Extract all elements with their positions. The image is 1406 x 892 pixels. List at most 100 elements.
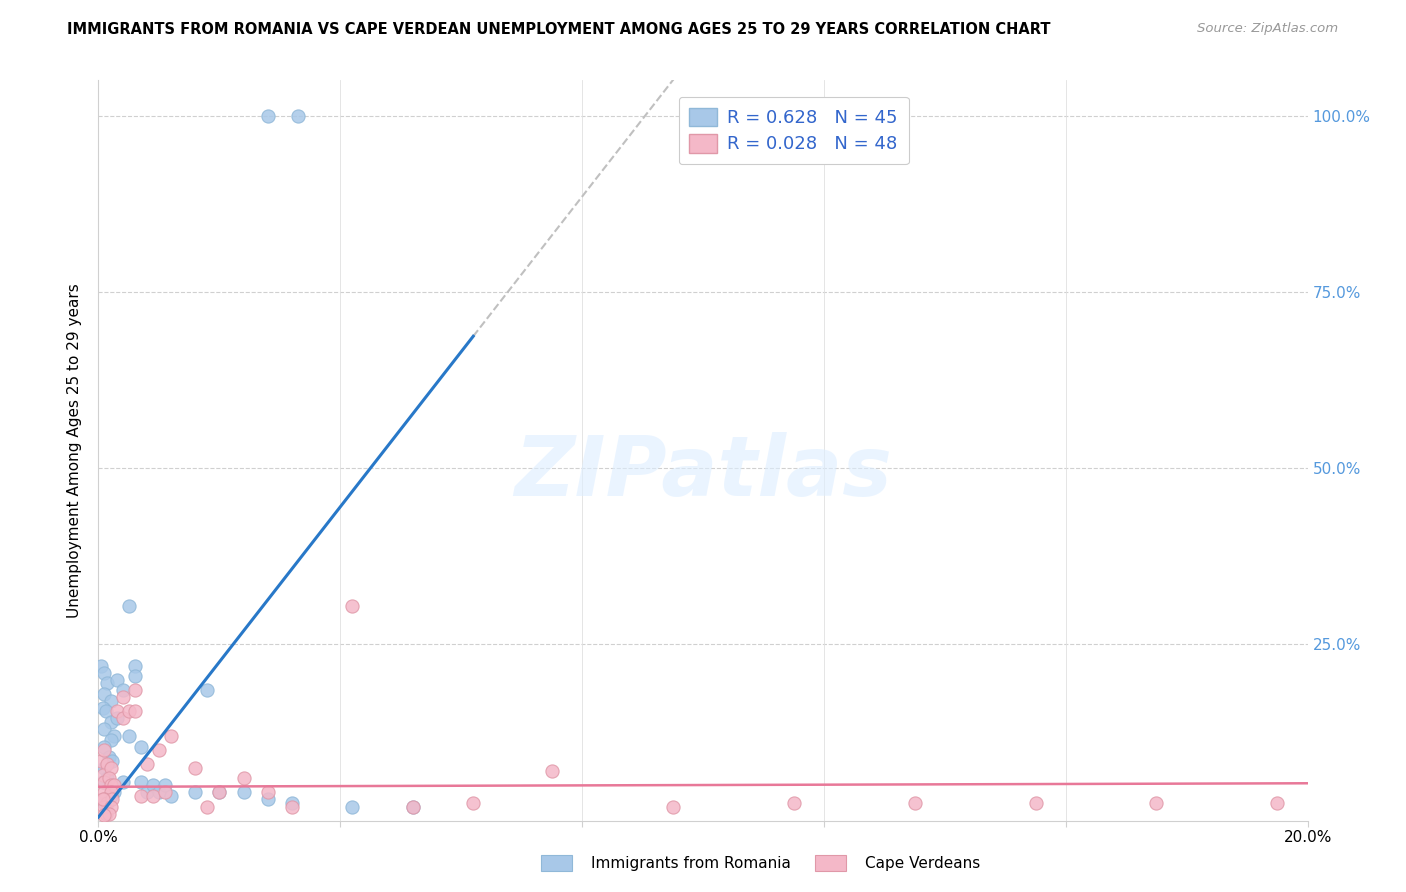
Point xyxy=(103,785,125,799)
Point xyxy=(100,785,122,799)
Point xyxy=(463,796,485,810)
Point xyxy=(256,785,278,799)
Point xyxy=(98,806,121,821)
Point xyxy=(661,799,683,814)
Point xyxy=(1267,796,1289,810)
Point xyxy=(129,789,152,803)
Point xyxy=(100,732,122,747)
Point xyxy=(129,775,152,789)
Point xyxy=(208,785,231,799)
Point xyxy=(100,694,122,708)
Point xyxy=(100,792,122,806)
Point xyxy=(93,743,115,757)
Point xyxy=(90,754,112,768)
Point xyxy=(124,704,146,718)
Point xyxy=(135,757,157,772)
Point xyxy=(153,785,176,799)
Point xyxy=(100,714,122,729)
Point xyxy=(91,792,114,806)
Point xyxy=(96,796,118,810)
Point xyxy=(142,789,165,803)
Point xyxy=(160,729,183,743)
Point xyxy=(103,778,125,792)
Legend: R = 0.628   N = 45, R = 0.028   N = 48: R = 0.628 N = 45, R = 0.028 N = 48 xyxy=(679,96,908,164)
Point xyxy=(100,761,122,775)
Point xyxy=(105,673,128,687)
Point xyxy=(93,665,115,680)
Point xyxy=(142,778,165,792)
Point xyxy=(256,792,278,806)
Point xyxy=(232,785,254,799)
Point xyxy=(1144,796,1167,810)
Point xyxy=(281,796,304,810)
Point xyxy=(93,775,115,789)
Point xyxy=(93,799,115,814)
Point xyxy=(90,658,112,673)
Point xyxy=(93,792,115,806)
Point xyxy=(100,789,122,803)
Text: Cape Verdeans: Cape Verdeans xyxy=(865,856,980,871)
Point xyxy=(100,778,122,792)
Text: IMMIGRANTS FROM ROMANIA VS CAPE VERDEAN UNEMPLOYMENT AMONG AGES 25 TO 29 YEARS C: IMMIGRANTS FROM ROMANIA VS CAPE VERDEAN … xyxy=(67,22,1052,37)
Text: Source: ZipAtlas.com: Source: ZipAtlas.com xyxy=(1198,22,1339,36)
Point xyxy=(118,599,141,613)
Point xyxy=(98,750,121,764)
Point xyxy=(93,739,115,754)
Point xyxy=(91,701,114,715)
Point xyxy=(256,109,278,123)
Point xyxy=(93,785,115,799)
Point xyxy=(540,764,562,779)
Point xyxy=(105,704,128,718)
Point xyxy=(129,739,152,754)
Point xyxy=(160,789,183,803)
Point xyxy=(91,768,114,782)
Point xyxy=(342,799,364,814)
Text: ZIPatlas: ZIPatlas xyxy=(515,432,891,513)
Point xyxy=(148,785,170,799)
Point xyxy=(100,799,122,814)
Point xyxy=(184,785,207,799)
Point xyxy=(208,785,231,799)
Point xyxy=(195,799,218,814)
Point xyxy=(1024,796,1046,810)
Point xyxy=(93,761,115,775)
Point xyxy=(124,683,146,698)
Point xyxy=(94,704,117,718)
Point xyxy=(124,669,146,683)
Point xyxy=(783,796,806,810)
Point xyxy=(111,690,134,705)
Point xyxy=(118,704,141,718)
Point xyxy=(93,687,115,701)
Point xyxy=(148,743,170,757)
Point xyxy=(96,772,118,786)
Point xyxy=(135,785,157,799)
Point xyxy=(111,711,134,725)
Point xyxy=(281,799,304,814)
Y-axis label: Unemployment Among Ages 25 to 29 years: Unemployment Among Ages 25 to 29 years xyxy=(67,283,83,618)
Point xyxy=(111,775,134,789)
Text: Immigrants from Romania: Immigrants from Romania xyxy=(591,856,790,871)
Point xyxy=(103,729,125,743)
Point xyxy=(195,683,218,698)
Point xyxy=(100,754,122,768)
Point xyxy=(402,799,425,814)
Point xyxy=(232,772,254,786)
Point xyxy=(118,729,141,743)
Point xyxy=(124,658,146,673)
Point xyxy=(904,796,927,810)
Point xyxy=(153,778,176,792)
Point xyxy=(184,761,207,775)
Point xyxy=(96,676,118,690)
Point xyxy=(105,711,128,725)
Point xyxy=(93,796,115,810)
Point xyxy=(402,799,425,814)
Point xyxy=(342,599,364,613)
Point xyxy=(93,722,115,736)
Point xyxy=(96,757,118,772)
Point xyxy=(93,808,115,822)
Point xyxy=(98,772,121,786)
Point xyxy=(91,775,114,789)
Point xyxy=(94,806,117,821)
Point xyxy=(287,109,309,123)
Point xyxy=(111,683,134,698)
